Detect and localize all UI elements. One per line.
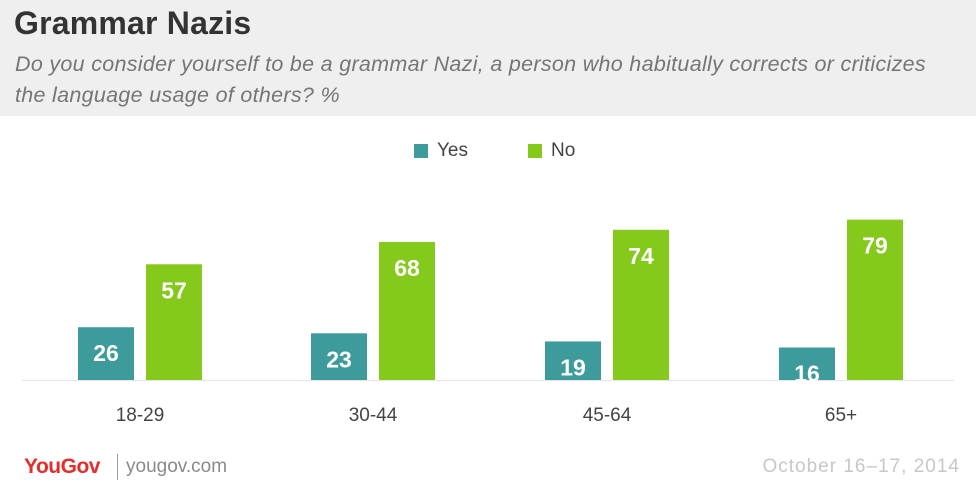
data-label-no-30-44: 68	[394, 255, 420, 281]
bar-chart: 26 57 18-29 23 68 30-44 19 74 45-64 16 79 65+	[22, 219, 954, 426]
legend-label-no: No	[551, 140, 576, 161]
chart-title: Grammar Nazis	[14, 5, 252, 41]
bar-yes-65+	[779, 347, 835, 380]
footer-url: yougov.com	[126, 456, 228, 477]
bar-no-30-44	[379, 241, 435, 380]
data-label-yes-65+: 16	[794, 361, 820, 387]
legend-item-no: No	[528, 138, 575, 164]
x-tick-label-18-29: 18-29	[116, 405, 165, 426]
x-tick-label-30-44: 30-44	[349, 405, 398, 426]
bar-yes-45-64	[545, 341, 601, 380]
data-label-yes-18-29: 26	[93, 340, 119, 366]
data-label-yes-45-64: 19	[560, 354, 586, 380]
data-label-no-45-64: 74	[628, 243, 654, 269]
data-label-no-65+: 79	[862, 233, 888, 259]
yougov-logo: YouGov	[24, 455, 100, 478]
legend-item-yes: Yes	[414, 138, 468, 164]
x-tick-label-65+: 65+	[825, 405, 857, 426]
legend-swatch-yes	[414, 144, 428, 158]
bar-no-65+	[847, 219, 903, 380]
survey-date: October 16–17, 2014	[762, 456, 960, 477]
footer-divider	[117, 454, 118, 480]
data-label-no-18-29: 57	[161, 277, 187, 303]
chart-subtitle: Do you consider yourself to be a grammar…	[15, 52, 926, 107]
x-tick-label-45-64: 45-64	[583, 405, 632, 426]
data-label-yes-30-44: 23	[326, 346, 352, 372]
legend-swatch-no	[528, 144, 542, 158]
bar-yes-18-29	[78, 327, 134, 380]
chart-header: Grammar Nazis Do you consider yourself t…	[0, 0, 976, 116]
bar-no-18-29	[146, 264, 202, 380]
bar-yes-30-44	[311, 333, 367, 380]
chart-legend: Yes No	[0, 138, 976, 164]
legend-label-yes: Yes	[437, 140, 468, 161]
bar-no-45-64	[613, 229, 669, 380]
